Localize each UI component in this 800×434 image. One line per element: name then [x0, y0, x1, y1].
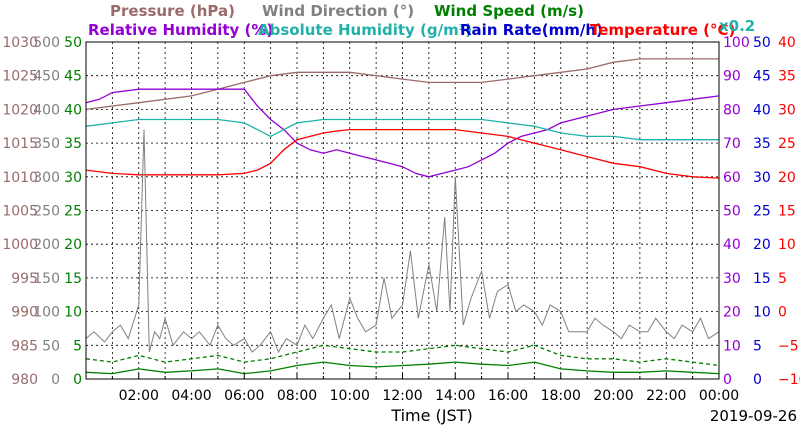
tick-label-wind-speed: 15 [64, 271, 82, 287]
tick-label-pressure: 1025 [2, 69, 38, 85]
x-tick-label: 14:00 [435, 388, 475, 404]
series-relative-humidity [85, 88, 720, 178]
tick-label-rain-rate: 40 [753, 102, 771, 118]
tick-label-pressure: 1005 [2, 204, 38, 220]
legend-temperature: Temperature (°C) [590, 21, 735, 39]
legend-relative-humidity: Relative Humidity (%) [88, 21, 273, 39]
series-wind-direction [85, 129, 720, 354]
tick-label-relative-humidity: 100 [723, 35, 750, 51]
tick-label-rain-rate: 35 [753, 136, 771, 152]
tick-label-wind-direction: 200 [33, 237, 60, 253]
series-absolute-humidity-x0-2 [85, 118, 719, 141]
tick-label-pressure: 980 [11, 372, 38, 388]
legend-pressure: Pressure (hPa) [110, 2, 235, 20]
tick-label-temperature: 5 [778, 271, 787, 287]
tick-label-wind-direction: 350 [33, 136, 60, 152]
tick-label-temperature: 15 [778, 204, 796, 220]
series-wind-speed-m-s [85, 361, 720, 375]
x-axis-label: Time (JST) [390, 406, 472, 425]
tick-label-pressure: 995 [11, 271, 38, 287]
tick-label-temperature: 20 [778, 170, 796, 186]
tick-label-wind-direction: 500 [33, 35, 60, 51]
tick-label-wind-direction: 250 [33, 204, 60, 220]
series-temperature-c [85, 128, 720, 179]
tick-label-wind-speed: 30 [64, 170, 82, 186]
tick-label-temperature: 25 [778, 136, 796, 152]
x-tick-label: 22:00 [646, 388, 686, 404]
x-tick-label: 20:00 [593, 388, 633, 404]
tick-label-wind-speed: 50 [64, 35, 82, 51]
tick-label-pressure: 985 [11, 338, 38, 354]
tick-label-temperature: 30 [778, 102, 796, 118]
tick-label-temperature: −10 [778, 372, 800, 388]
tick-label-relative-humidity: 60 [723, 170, 741, 186]
tick-label-wind-direction: 50 [42, 338, 60, 354]
tick-label-temperature: 10 [778, 237, 796, 253]
tick-label-wind-speed: 45 [64, 69, 82, 85]
tick-label-temperature: 0 [778, 305, 787, 321]
legend-rain-rate: Rain Rate(mm/h) [460, 21, 603, 39]
tick-label-pressure: 1020 [2, 102, 38, 118]
tick-label-rain-rate: 45 [753, 69, 771, 85]
tick-label-wind-speed: 35 [64, 136, 82, 152]
ticks-layer: 9809859909951000100510101015102010251030… [2, 35, 800, 404]
tick-label-rain-rate: 25 [753, 204, 771, 220]
tick-label-temperature: −5 [778, 338, 799, 354]
tick-label-pressure: 1030 [2, 35, 38, 51]
x-tick-label: 06:00 [224, 388, 264, 404]
tick-label-wind-speed: 10 [64, 305, 82, 321]
x-tick-label: 16:00 [488, 388, 528, 404]
legend-wind-direction: Wind Direction (°) [262, 2, 414, 20]
absolute-humidity-scale-note: x0.2 [719, 17, 755, 35]
x-tick-label: 10:00 [330, 388, 370, 404]
series-layer [85, 58, 720, 375]
tick-label-relative-humidity: 30 [723, 271, 741, 287]
tick-label-rain-rate: 5 [753, 338, 762, 354]
tick-label-relative-humidity: 10 [723, 338, 741, 354]
tick-label-wind-speed: 0 [73, 372, 82, 388]
tick-label-temperature: 35 [778, 69, 796, 85]
tick-label-relative-humidity: 80 [723, 102, 741, 118]
tick-label-wind-speed: 40 [64, 102, 82, 118]
x-tick-label: 04:00 [171, 388, 211, 404]
series-pressure-hpa [85, 58, 719, 111]
x-tick-label: 02:00 [119, 388, 159, 404]
tick-label-relative-humidity: 50 [723, 204, 741, 220]
date-label: 2019-09-26 [710, 407, 797, 425]
grid [86, 42, 719, 379]
tick-label-relative-humidity: 70 [723, 136, 741, 152]
tick-label-rain-rate: 20 [753, 237, 771, 253]
tick-label-temperature: 40 [778, 35, 796, 51]
tick-label-wind-direction: 150 [33, 271, 60, 287]
x-tick-label: 08:00 [277, 388, 317, 404]
tick-label-pressure: 1010 [2, 170, 38, 186]
tick-label-rain-rate: 10 [753, 305, 771, 321]
tick-label-relative-humidity: 20 [723, 305, 741, 321]
tick-label-wind-speed: 5 [73, 338, 82, 354]
tick-label-rain-rate: 15 [753, 271, 771, 287]
tick-label-relative-humidity: 0 [723, 372, 732, 388]
tick-label-pressure: 1000 [2, 237, 38, 253]
tick-label-wind-direction: 450 [33, 69, 60, 85]
tick-label-relative-humidity: 40 [723, 237, 741, 253]
x-tick-label: 00:00 [699, 388, 739, 404]
tick-label-rain-rate: 50 [753, 35, 771, 51]
tick-label-wind-direction: 300 [33, 170, 60, 186]
tick-label-rain-rate: 0 [753, 372, 762, 388]
series-wind-speed-max-m-s [85, 344, 720, 367]
x-tick-label: 12:00 [382, 388, 422, 404]
x-tick-label: 18:00 [541, 388, 581, 404]
legend-wind-speed: Wind Speed (m/s) [434, 2, 584, 20]
tick-label-wind-direction: 400 [33, 102, 60, 118]
tick-label-wind-direction: 0 [51, 372, 60, 388]
tick-label-wind-speed: 20 [64, 237, 82, 253]
tick-label-relative-humidity: 90 [723, 69, 741, 85]
tick-label-pressure: 1015 [2, 136, 38, 152]
legend-absolute-humidity: Absolute Humidity (g/m³) [258, 21, 472, 39]
tick-label-pressure: 990 [11, 305, 38, 321]
tick-label-wind-speed: 25 [64, 204, 82, 220]
tick-label-rain-rate: 30 [753, 170, 771, 186]
tick-label-wind-direction: 100 [33, 305, 60, 321]
